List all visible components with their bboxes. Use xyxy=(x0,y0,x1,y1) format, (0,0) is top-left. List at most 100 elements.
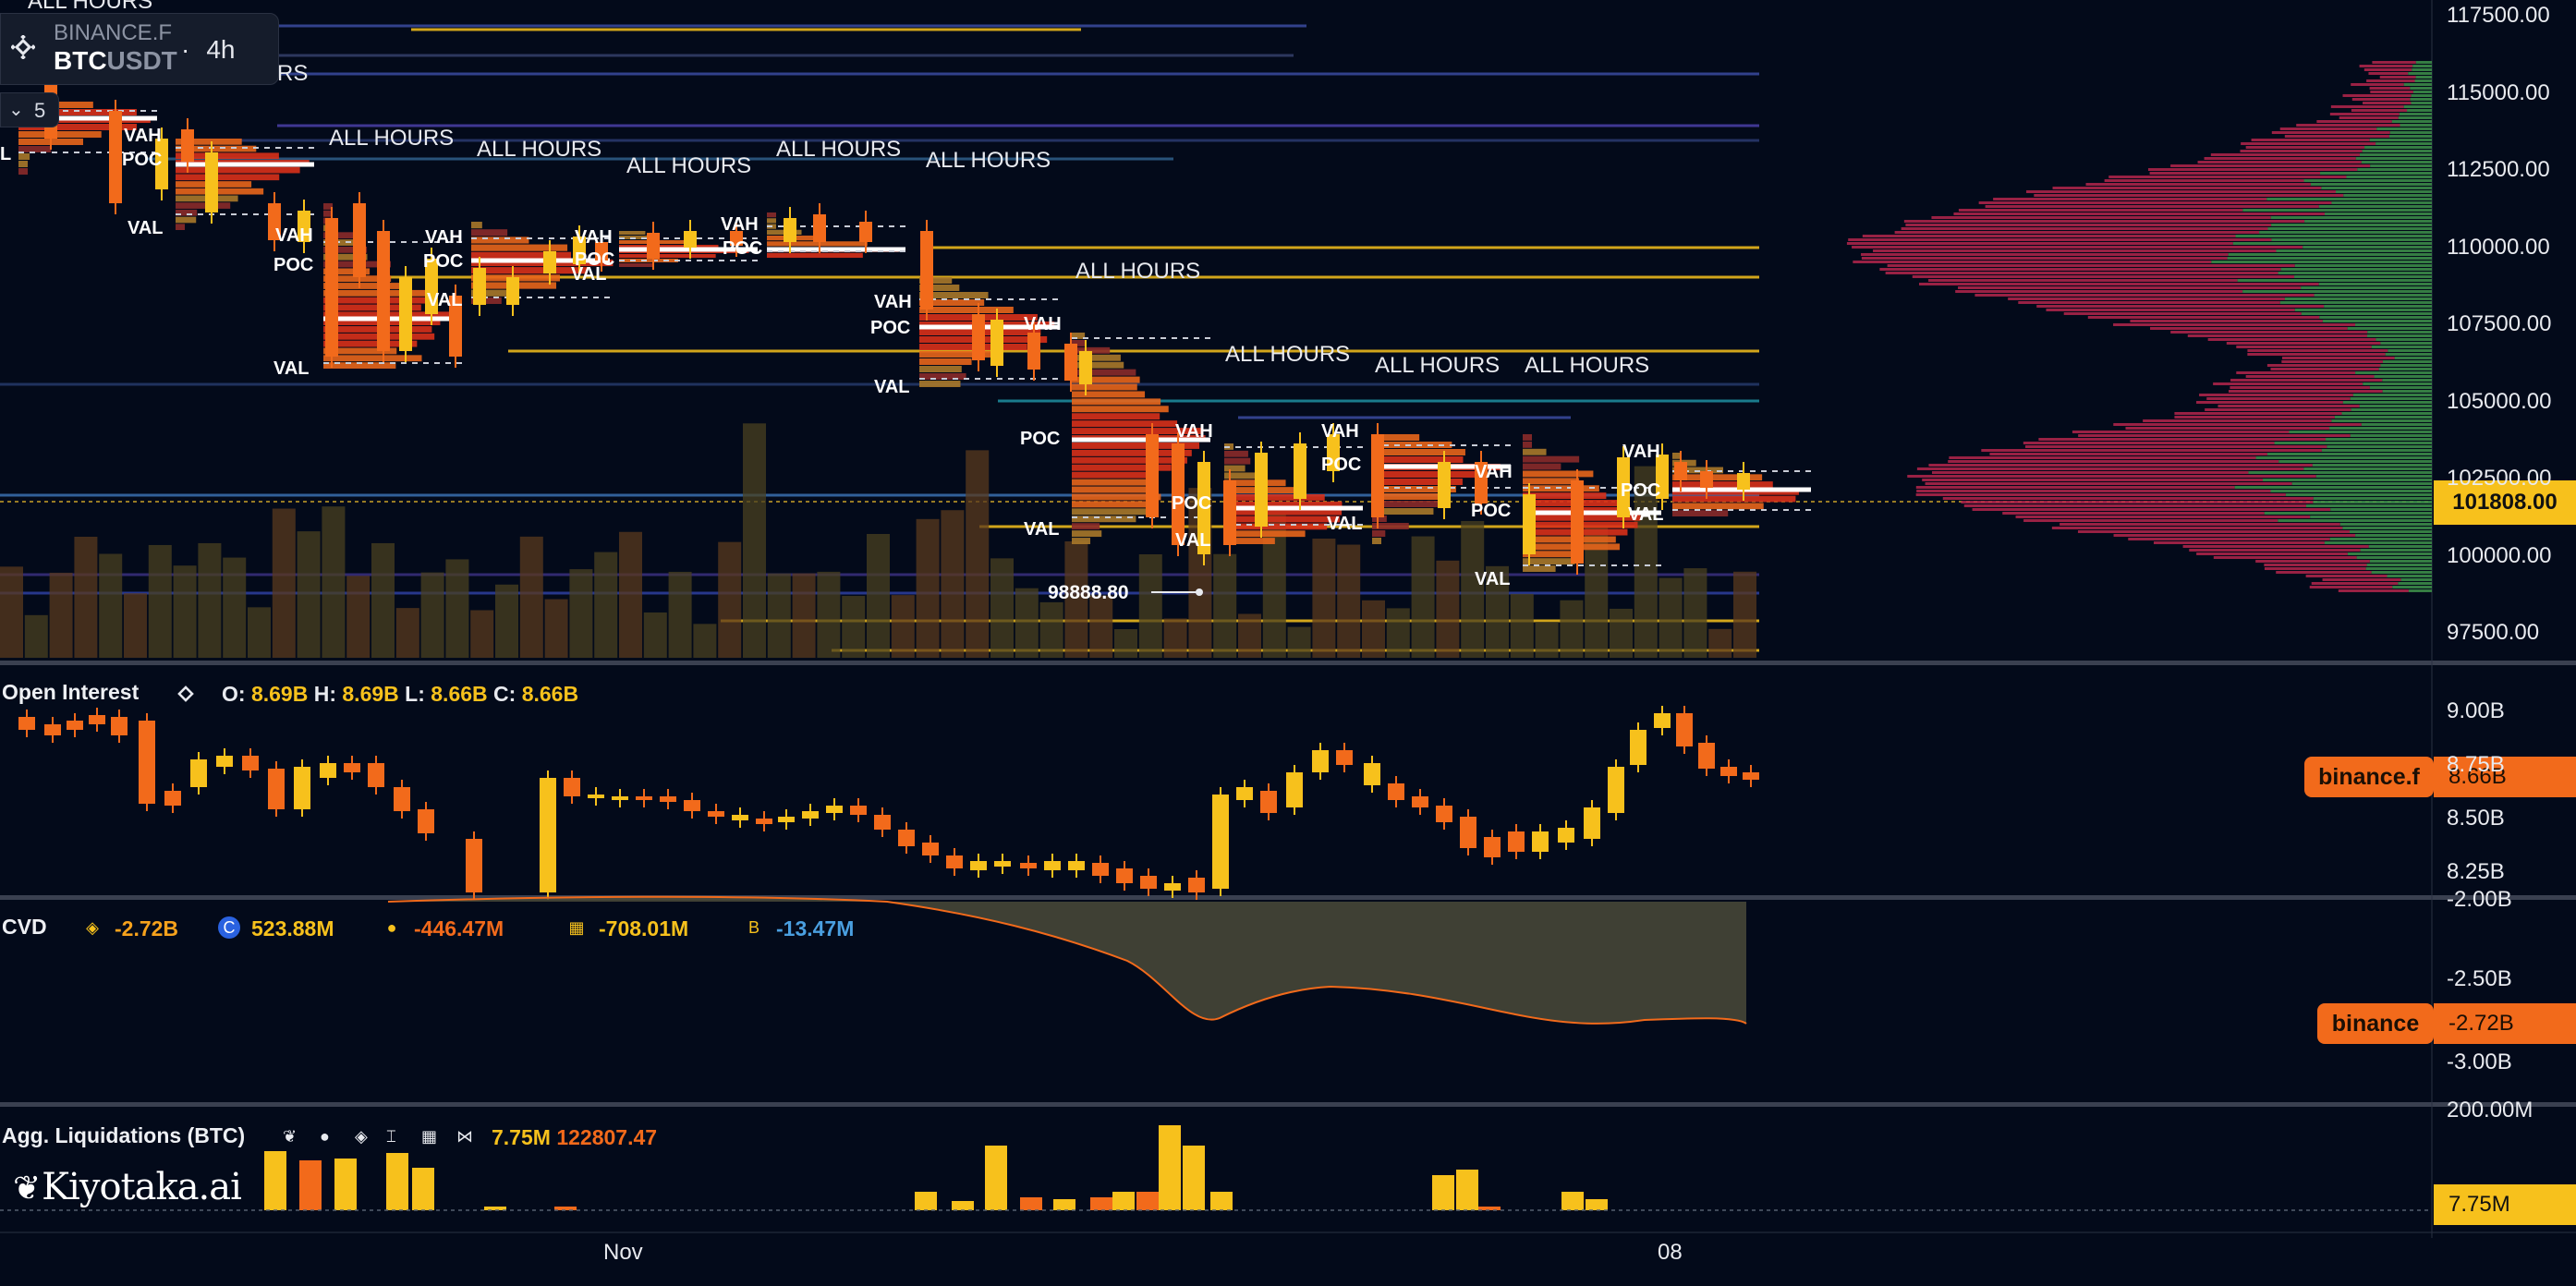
layers-count: 5 xyxy=(34,99,46,122)
profile-row xyxy=(323,347,397,355)
profile-row xyxy=(919,307,1014,313)
oi-candle xyxy=(970,861,987,870)
profile-row xyxy=(1672,503,1764,510)
price-candle xyxy=(353,203,366,277)
oi-candle xyxy=(1484,837,1501,857)
vp-row-sell xyxy=(2038,438,2326,441)
vp-row-buy xyxy=(2274,442,2432,444)
vp-row-sell xyxy=(1916,490,2271,492)
volume-bar xyxy=(1610,608,1633,658)
vp-row-buy xyxy=(2382,379,2432,382)
vp-row-buy xyxy=(2329,538,2432,540)
oi-axis-label: 8.25B xyxy=(2447,859,2505,884)
vp-row-buy xyxy=(2313,501,2432,503)
symbol-name[interactable]: BTCUSDT xyxy=(54,46,177,76)
vp-row-sell xyxy=(2036,305,2325,308)
oi-candle xyxy=(898,830,915,846)
vp-row-buy xyxy=(2415,76,2432,79)
vp-row-buy xyxy=(2278,272,2432,274)
vp-row-buy xyxy=(2242,290,2432,293)
va-marker-vah: VAH xyxy=(124,126,162,146)
bitmex-icon: B xyxy=(747,918,759,937)
vp-row-buy xyxy=(2399,113,2432,115)
oi-candle xyxy=(1020,863,1037,868)
vp-row-buy xyxy=(2319,316,2432,319)
oi-candle xyxy=(466,839,482,892)
liquidation-bar xyxy=(1020,1197,1042,1210)
profile-row xyxy=(471,229,508,237)
volume-bar xyxy=(569,569,593,658)
profile-row xyxy=(1224,538,1275,544)
volume-bar xyxy=(445,559,469,658)
price-axis-label: 112500.00 xyxy=(2447,157,2550,182)
volume-bar xyxy=(916,518,940,658)
profile-row xyxy=(1072,464,1172,471)
profile-row xyxy=(767,218,776,224)
vp-row-buy xyxy=(2350,530,2432,533)
oi-candle xyxy=(1460,817,1476,848)
oi-candle xyxy=(1412,796,1428,807)
vp-row-sell xyxy=(1922,479,2263,481)
vp-row-sell xyxy=(1848,238,2272,241)
price-candle xyxy=(1064,344,1077,381)
vp-row-buy xyxy=(2315,475,2432,478)
price-candle xyxy=(1475,462,1488,503)
vp-row-sell xyxy=(2026,190,2337,193)
profile-row xyxy=(1523,448,1547,455)
oi-candle xyxy=(18,717,35,730)
profile-row xyxy=(1224,516,1341,523)
cvd-title[interactable]: CVD xyxy=(2,915,47,939)
vp-row-sell xyxy=(2363,102,2412,104)
vp-row-sell xyxy=(1931,216,2271,219)
liq-title[interactable]: Agg. Liquidations (BTC) xyxy=(2,1123,246,1147)
pane-separator-1 xyxy=(0,661,2576,665)
oi-ohlc: O: 8.69B H: 8.69B L: 8.66B C: 8.66B xyxy=(222,682,578,707)
va-marker-poc: POC xyxy=(273,255,314,275)
oi-candle xyxy=(756,819,772,824)
cvd-value: -708.01M xyxy=(599,916,689,940)
oi-candle xyxy=(1608,767,1624,813)
price-candle xyxy=(268,203,281,240)
vp-row-buy xyxy=(2359,153,2432,156)
vp-row-buy xyxy=(2329,427,2432,430)
vp-row-sell xyxy=(1931,471,2249,474)
coin-icon: ● xyxy=(320,1127,330,1146)
leaf-icon: ❦ xyxy=(283,1127,298,1146)
price-candle xyxy=(1172,443,1185,545)
timeframe[interactable]: · 4h xyxy=(181,35,235,65)
vp-row-sell xyxy=(2170,331,2368,334)
price-candle xyxy=(325,218,338,357)
price-candle xyxy=(1737,473,1750,490)
vp-row-buy xyxy=(2304,220,2432,223)
layers-toggle[interactable]: ⌄ 5 xyxy=(0,92,59,127)
vp-row-sell xyxy=(1955,290,2243,293)
vp-row-buy xyxy=(2389,131,2432,134)
vp-row-buy xyxy=(2284,297,2432,300)
price-candle xyxy=(1523,494,1536,554)
vp-row-buy xyxy=(2355,534,2432,537)
vp-row-sell xyxy=(1901,227,2268,230)
vp-row-buy xyxy=(2327,445,2432,448)
liq-axis-top: 200.00M xyxy=(2447,1098,2533,1122)
profile-row xyxy=(323,268,371,275)
va-marker-vah: VAH xyxy=(425,227,463,248)
vp-row-buy xyxy=(2380,342,2432,345)
price-axis-label: 97500.00 xyxy=(2447,620,2540,645)
profile-row xyxy=(471,244,568,251)
profile-row xyxy=(1072,369,1136,376)
vp-row-buy xyxy=(2342,401,2432,404)
vp-row-buy xyxy=(2378,368,2432,370)
price-candle xyxy=(425,259,438,314)
vp-row-sell xyxy=(2240,150,2363,152)
oi-candle xyxy=(1364,763,1380,785)
symbol-info-box[interactable] xyxy=(0,13,279,85)
profile-row xyxy=(176,224,185,230)
oi-tag-name: binance.f xyxy=(2304,757,2434,797)
liquidation-bar xyxy=(1586,1199,1608,1210)
oi-title[interactable]: Open Interest xyxy=(2,680,140,704)
price-candle xyxy=(181,129,194,162)
profile-row xyxy=(1224,501,1343,508)
profile-row xyxy=(176,174,280,181)
